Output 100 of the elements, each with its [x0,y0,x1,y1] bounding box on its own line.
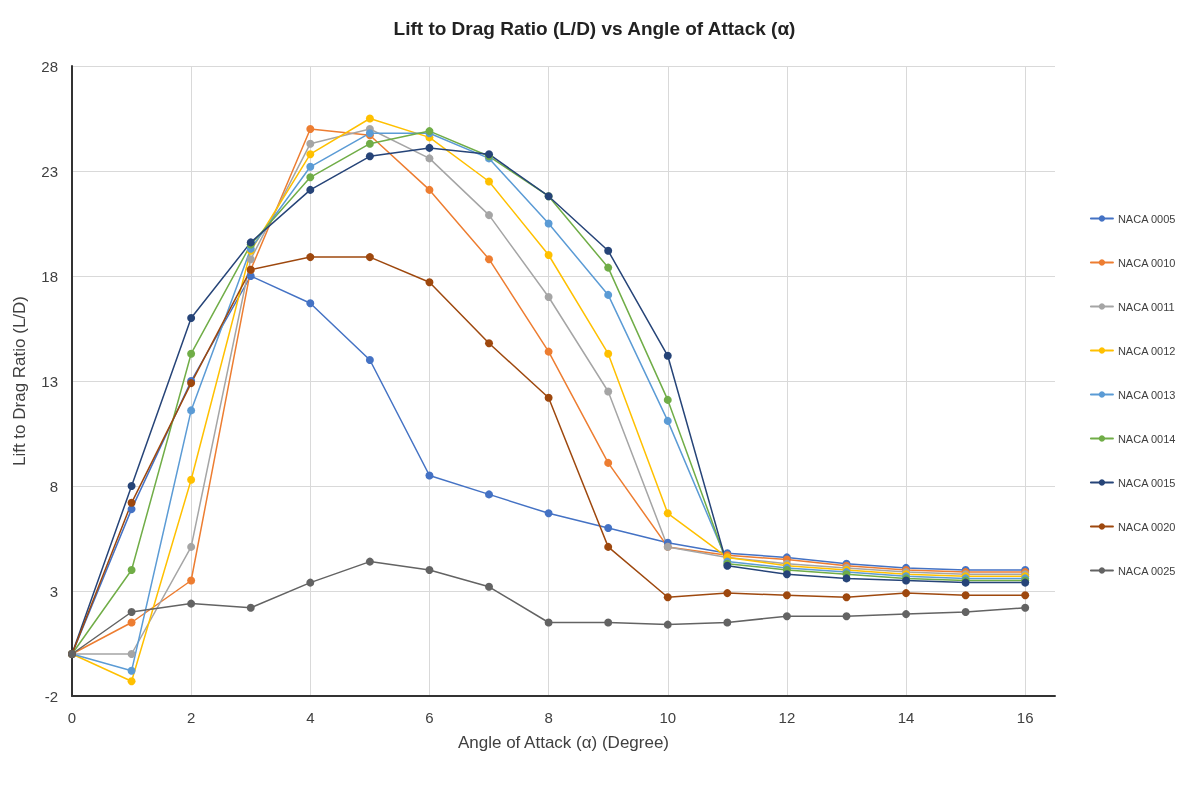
legend-label: NACA 0013 [1117,388,1176,401]
point [127,677,136,686]
point [663,593,672,602]
point [604,458,613,467]
point [127,482,136,490]
legend-label: NACA 0015 [1117,476,1176,489]
legend-label: NACA 0025 [1117,564,1176,577]
point [902,610,911,619]
y-tick-label: 8 [49,477,58,495]
y-tick-label: 3 [49,582,58,600]
point [663,395,672,404]
point [544,219,553,228]
point [842,612,851,621]
point [723,618,732,627]
point [365,139,374,148]
point [127,666,136,675]
point [544,618,553,627]
point [306,162,315,171]
y-axis-title: Lift to Drag Ratio (L/D) [10,295,29,467]
point [127,650,136,658]
point [544,393,553,402]
point [306,299,315,308]
point [425,154,434,163]
point [604,387,613,396]
point [187,475,196,484]
point [306,185,315,194]
x-tick-label: 8 [544,709,553,726]
x-tick-label: 12 [778,709,796,726]
y-tick-label: 23 [41,162,58,180]
chart-title: Lift to Drag Ratio (L/D) vs Angle of Attack (α) [393,18,796,39]
point [246,255,255,264]
point [365,114,374,123]
point [306,173,315,182]
x-tick-label: 2 [186,709,196,726]
point [127,618,136,627]
point [663,509,672,518]
point [485,582,494,591]
point [604,290,613,299]
legend-label: NACA 0005 [1117,212,1176,225]
point [723,589,732,598]
point [187,576,196,585]
point [425,185,434,194]
point [306,139,315,148]
point [782,591,791,600]
point [604,524,613,532]
point [187,542,196,551]
point [485,255,494,264]
point [187,599,196,608]
point [127,498,136,507]
point [544,509,553,518]
y-tick-label: 18 [41,267,58,285]
point [365,152,374,161]
point [365,253,374,262]
x-tick-label: 6 [425,709,434,726]
point [365,557,374,566]
legend-label: NACA 0020 [1117,520,1176,533]
point [782,570,791,579]
point [425,471,434,480]
point [544,347,553,356]
y-tick-label: -2 [44,687,58,705]
point [306,150,315,159]
point [604,246,613,255]
point [246,603,255,612]
point [842,574,851,583]
x-tick-label: 0 [67,709,77,726]
point [604,618,613,627]
point [425,278,434,287]
point [425,143,434,152]
point [306,125,315,133]
point [663,416,672,425]
point [365,356,374,364]
point [782,612,791,621]
legend-label: NACA 0014 [1117,432,1176,445]
point [127,566,136,574]
point [187,314,196,322]
legend-label: NACA 0011 [1117,300,1175,313]
legend-label: NACA 0012 [1117,344,1176,357]
point [485,339,494,348]
point [425,566,434,574]
x-axis-title: Angle of Attack (α) (Degree) [457,733,670,752]
x-tick-label: 16 [1016,709,1034,726]
point [306,253,315,262]
point [663,351,672,360]
legend-label: NACA 0010 [1117,256,1176,269]
point [604,263,613,272]
point [485,211,494,220]
point [842,593,851,602]
point [961,591,970,600]
x-tick-label: 14 [897,709,915,726]
point [306,578,315,587]
y-tick-label: 13 [41,372,58,390]
point [485,177,494,186]
point [485,490,494,499]
point [961,608,970,616]
point [902,589,911,598]
point [604,542,613,551]
point [544,251,553,259]
x-tick-label: 4 [306,709,315,726]
point [187,406,196,415]
point [1021,591,1030,600]
